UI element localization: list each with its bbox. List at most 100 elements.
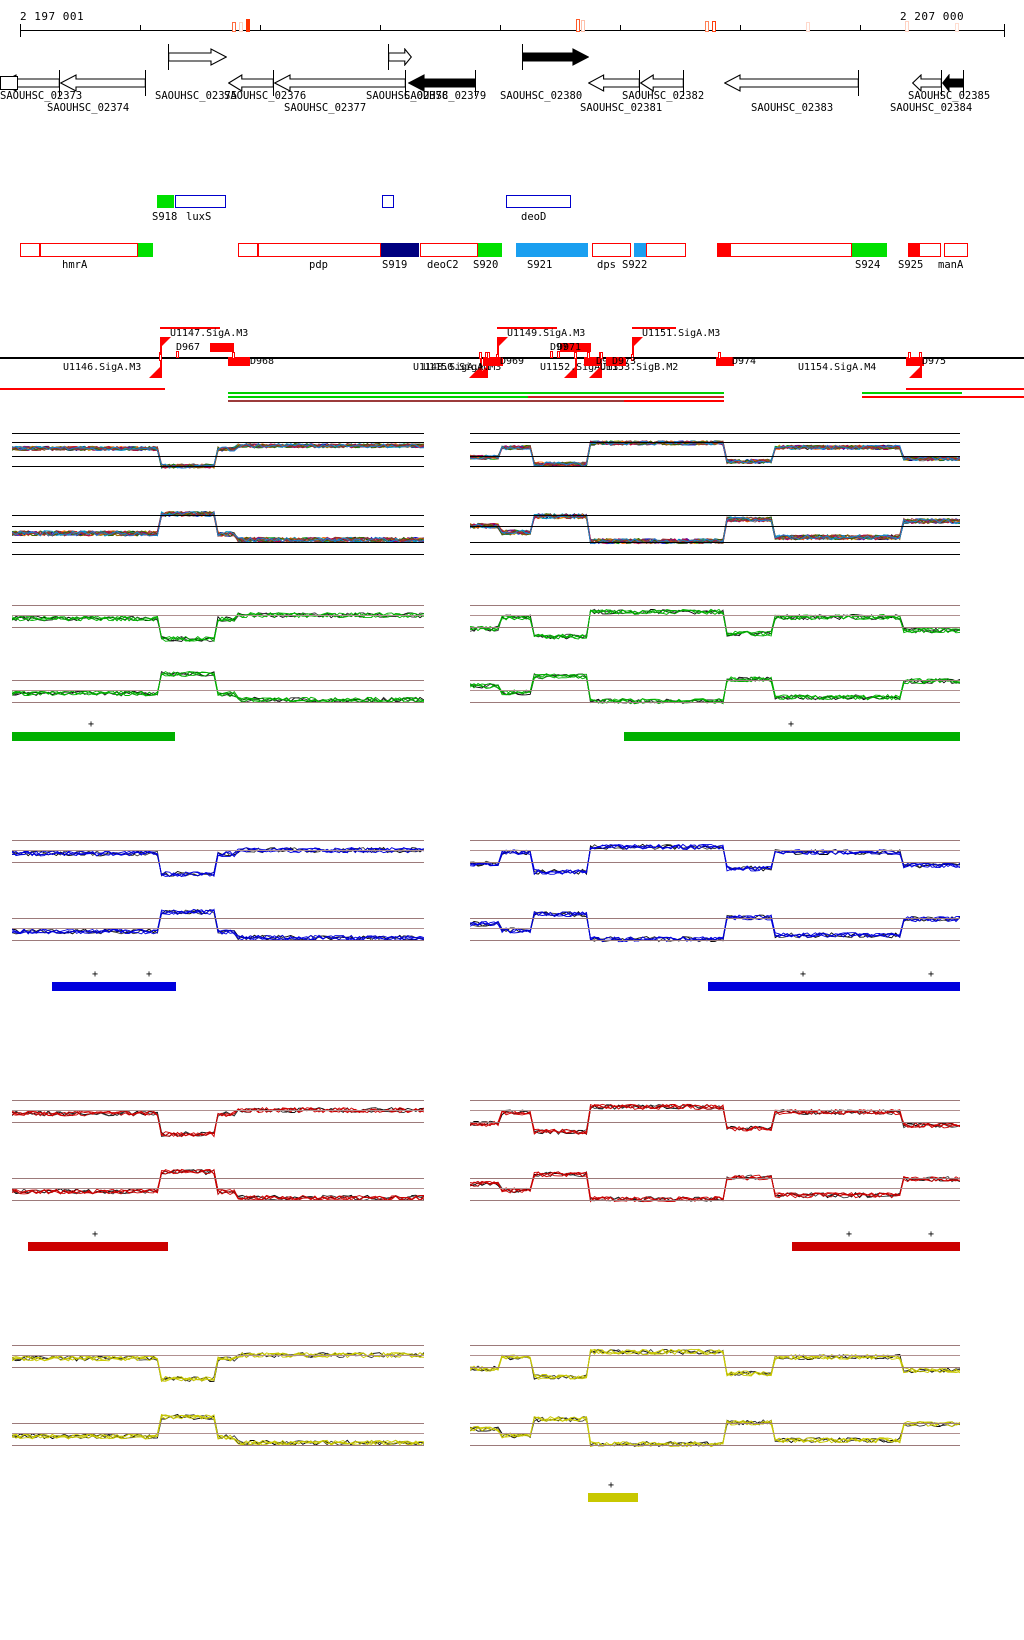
terminator-box[interactable]: [584, 357, 600, 366]
promoter-flag-icon[interactable]: [149, 367, 160, 378]
promoter-label: U1152.SigA.M3: [540, 362, 619, 373]
operon-feature-box[interactable]: [919, 243, 941, 257]
terminator-tick[interactable]: [176, 351, 179, 358]
signal-group-yellow-condition: +: [0, 1325, 1024, 1510]
operon-feature-box[interactable]: [258, 243, 381, 257]
rna-position-mark[interactable]: [806, 22, 810, 32]
operon-feature-box[interactable]: [381, 243, 419, 257]
gene-arrow[interactable]: [640, 74, 684, 92]
rna-position-mark[interactable]: [232, 22, 236, 32]
promoter-label: U1153.SigB.M2: [600, 362, 679, 373]
operon-feature-box[interactable]: [238, 243, 258, 257]
significance-bar[interactable]: [624, 732, 960, 741]
significance-bar[interactable]: [28, 1242, 168, 1251]
significance-bar[interactable]: [708, 982, 960, 991]
signal-trace-group: [12, 1106, 424, 1138]
signal-trace-group: [12, 1168, 424, 1202]
terminator-box[interactable]: [906, 357, 924, 366]
significance-bar[interactable]: [12, 732, 175, 741]
operon-feature-box[interactable]: [420, 243, 478, 257]
rna-position-mark[interactable]: [239, 22, 243, 32]
terminator-box[interactable]: [483, 357, 503, 366]
signal-panel: [470, 1080, 960, 1148]
gene-arrow[interactable]: [60, 74, 146, 92]
terminator-box[interactable]: [567, 343, 591, 352]
operon-feature-box[interactable]: [646, 243, 686, 257]
promoter-flag-icon[interactable]: [469, 367, 480, 378]
terminator-tick[interactable]: [908, 352, 911, 359]
operon-feature-box[interactable]: [478, 243, 502, 257]
promoter-tss-tick[interactable]: [631, 354, 634, 361]
promoter-flag-icon[interactable]: [632, 337, 643, 348]
significance-bar[interactable]: [52, 982, 176, 991]
terminator-tick[interactable]: [557, 351, 560, 358]
terminator-tick[interactable]: [550, 351, 553, 358]
operon-feature-box[interactable]: [40, 243, 138, 257]
terminator-box[interactable]: [606, 357, 626, 366]
rna-position-mark[interactable]: [712, 21, 716, 32]
rna-feature-box[interactable]: [506, 195, 571, 208]
gene-boundary-tick: [639, 70, 640, 96]
terminator-tick[interactable]: [232, 352, 235, 359]
ruler-right-coordinate: 2 207 000: [900, 10, 965, 23]
reference-line: [470, 1367, 960, 1368]
significance-bar[interactable]: [588, 1493, 638, 1502]
rna-feature-box[interactable]: [157, 195, 174, 208]
gene-arrow[interactable]: [912, 74, 942, 92]
promoter-flag-icon[interactable]: [909, 367, 920, 378]
promoter-flag-icon[interactable]: [589, 367, 600, 378]
operon-feature-box[interactable]: [634, 243, 646, 257]
operon-feature-box[interactable]: [717, 243, 730, 257]
rna-position-mark[interactable]: [246, 19, 250, 32]
rna-position-mark[interactable]: [905, 21, 909, 32]
operon-feature-box[interactable]: [516, 243, 588, 257]
gene-arrow[interactable]: [168, 48, 227, 66]
promoter-tss-tick[interactable]: [479, 352, 482, 359]
gene-arrow[interactable]: [408, 74, 476, 92]
gene-arrow[interactable]: [228, 74, 274, 92]
operon-feature-box[interactable]: [908, 243, 919, 257]
terminator-tick[interactable]: [587, 352, 590, 359]
operon-feature-box[interactable]: [730, 243, 852, 257]
promoter-flag-icon[interactable]: [564, 367, 575, 378]
reference-line: [470, 690, 960, 691]
rna-position-mark[interactable]: [576, 19, 580, 32]
gene-arrow[interactable]: [388, 48, 412, 66]
terminator-box[interactable]: [228, 357, 250, 366]
gene-arrow[interactable]: [724, 74, 859, 92]
rna-feature-box[interactable]: [382, 195, 394, 208]
gene-arrow[interactable]: [274, 74, 406, 92]
gene-arrow[interactable]: [588, 74, 640, 92]
terminator-tick[interactable]: [487, 352, 490, 359]
promoter-flag-icon[interactable]: [160, 337, 171, 348]
operon-feature-label: S921: [527, 259, 553, 271]
reference-line: [12, 1100, 424, 1101]
terminator-box[interactable]: [716, 357, 734, 366]
feature-bar-track: S918 luxS deoD hmrA pdp S919 deoC2 S920 S921 dps…: [0, 185, 1024, 275]
significance-plus-marker: +: [928, 1229, 935, 1240]
terminator-tick[interactable]: [600, 352, 603, 359]
promoter-tss-tick[interactable]: [159, 354, 162, 361]
terminator-box[interactable]: [210, 343, 234, 352]
promoter-flag-icon[interactable]: [497, 337, 508, 348]
promoter-flag-icon[interactable]: [475, 367, 486, 378]
operon-feature-box[interactable]: [944, 243, 968, 257]
rna-feature-box[interactable]: [175, 195, 226, 208]
rna-position-mark[interactable]: [581, 20, 585, 32]
operon-feature-box[interactable]: [138, 243, 153, 257]
terminator-tick[interactable]: [718, 352, 721, 359]
promoter-stem: [600, 358, 602, 378]
operon-feature-box[interactable]: [20, 243, 40, 257]
reference-line: [470, 456, 960, 457]
operon-feature-box[interactable]: [852, 243, 887, 257]
gene-arrow[interactable]: [942, 74, 964, 92]
significance-bar[interactable]: [792, 1242, 960, 1251]
rna-position-mark[interactable]: [955, 23, 959, 32]
rna-position-mark[interactable]: [705, 21, 709, 32]
gene-arrow[interactable]: [522, 48, 589, 66]
promoter-tss-tick[interactable]: [574, 352, 577, 359]
gene-label: SAOUHSC_02385: [908, 90, 991, 102]
signal-trace-group: [470, 1348, 960, 1380]
operon-feature-box[interactable]: [592, 243, 631, 257]
operon-extent-underline: [862, 392, 962, 394]
